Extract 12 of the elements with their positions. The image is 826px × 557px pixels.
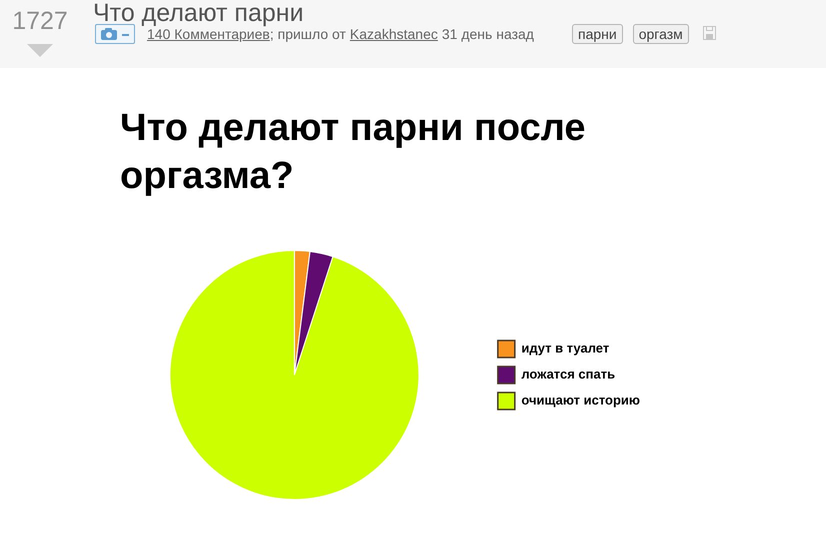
text: 31 день назад <box>442 25 534 43</box>
text: ; пришло от <box>270 26 346 43</box>
text: Что делают парни <box>93 0 304 27</box>
legend-label: очищают историю <box>521 392 640 408</box>
text: Kazakhstanec <box>350 25 438 43</box>
text: 140 Комментариев <box>147 26 270 43</box>
legend-label: ложатся спать <box>521 366 616 382</box>
text: парни <box>572 24 623 44</box>
text: оргазм <box>632 24 689 44</box>
legend-label: идут в туалет <box>521 340 610 356</box>
chart-title: Что делают парни после оргазма? <box>120 106 587 199</box>
text: 1727 <box>11 6 69 36</box>
